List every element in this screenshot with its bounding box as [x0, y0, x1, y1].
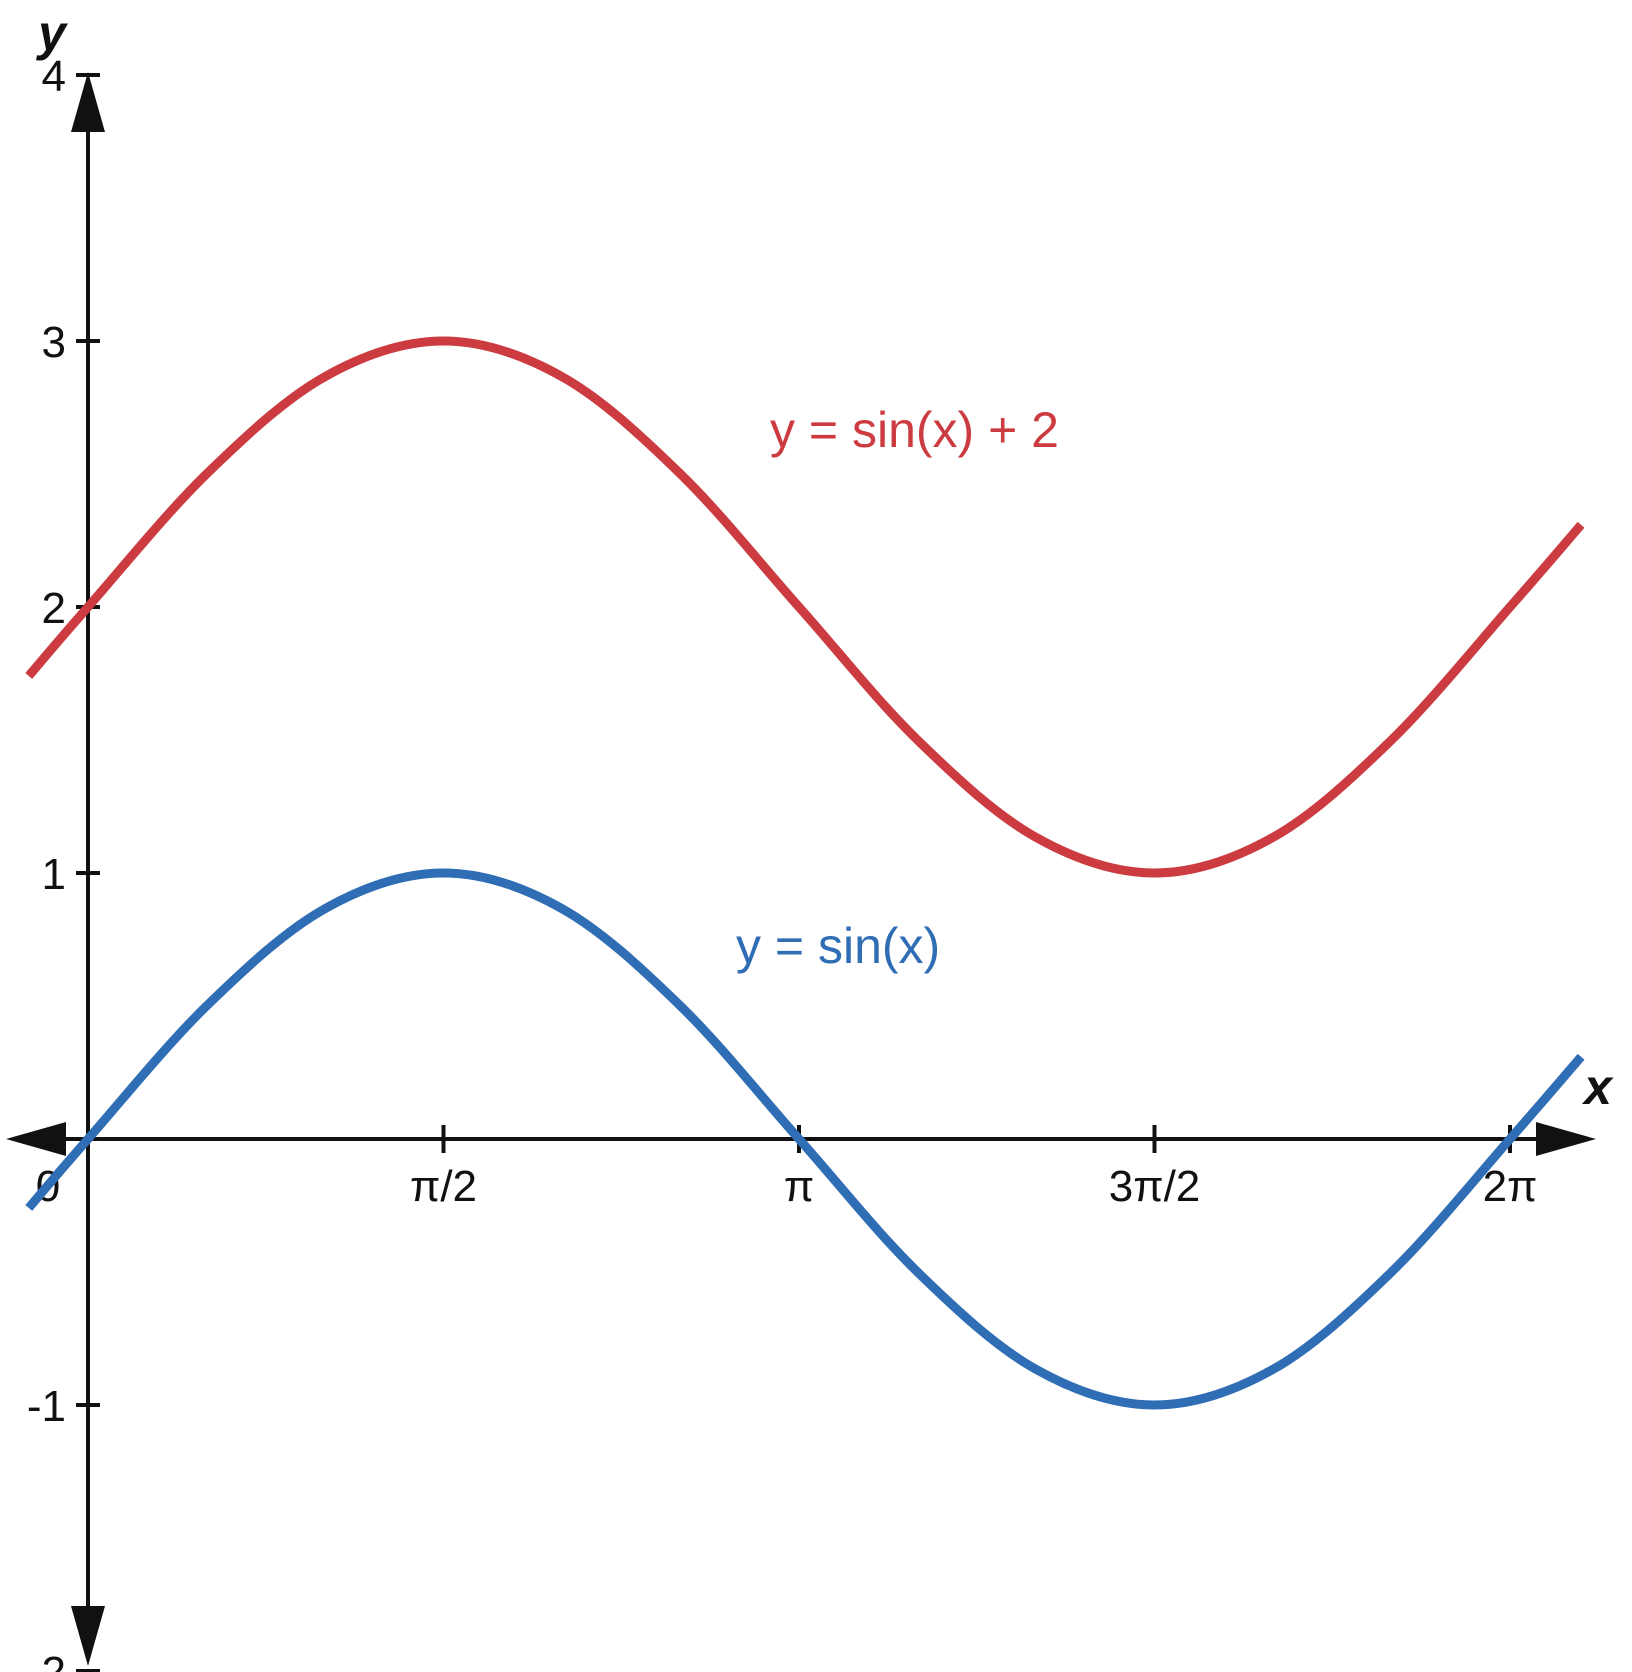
axes: x y — [6, 5, 1614, 1666]
series-label-sin: y = sin(x) — [736, 918, 940, 974]
x-axis-arrow-left — [6, 1122, 66, 1156]
y-axis-title: y — [35, 5, 68, 61]
y-axis-arrow-up — [71, 72, 105, 132]
x-tick-label: 2π — [1483, 1162, 1538, 1211]
y-tick-label: 2 — [42, 584, 66, 633]
series — [25, 336, 1585, 1410]
y-tick-label: -1 — [27, 1382, 66, 1431]
x-tick-label: 3π/2 — [1109, 1162, 1201, 1211]
series-line-sin-plus-2 — [25, 336, 1585, 878]
y-axis-arrow-down — [71, 1606, 105, 1666]
x-axis-arrow-right — [1536, 1122, 1596, 1156]
y-tick-label: 3 — [42, 318, 66, 367]
y-tick-label: 1 — [42, 850, 66, 899]
series-line-sin — [25, 868, 1585, 1410]
x-tick-label: π/2 — [410, 1162, 477, 1211]
x-tick-label: π — [784, 1162, 814, 1211]
x-axis-title: x — [1581, 1059, 1614, 1115]
curve-labels: y = sin(x) + 2 y = sin(x) — [736, 402, 1059, 974]
y-tick-label: 4 — [42, 52, 66, 101]
series-label-sin-plus-2: y = sin(x) + 2 — [770, 402, 1059, 458]
y-tick-label: -2 — [27, 1648, 66, 1672]
